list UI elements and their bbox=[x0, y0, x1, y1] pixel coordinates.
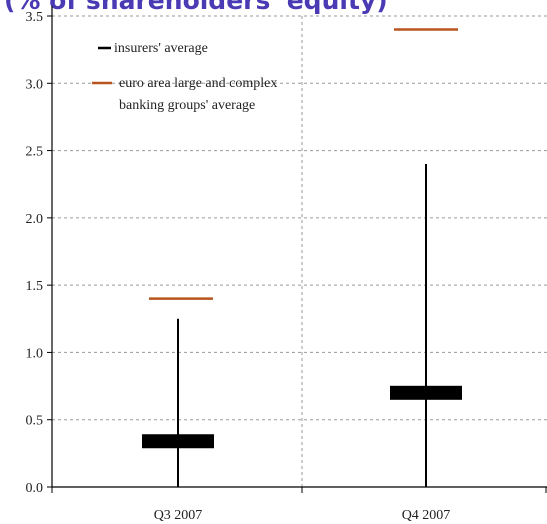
y-tick-label: 2.0 bbox=[26, 212, 44, 227]
legend-label-insurers: insurers' average bbox=[114, 41, 208, 56]
x-tick-label: Q3 2007 bbox=[154, 508, 203, 523]
y-tick-label: 3.5 bbox=[26, 10, 44, 25]
insurers-average-bar bbox=[390, 385, 462, 400]
axes: 0.0 0.5 1.0 1.5 2.0 2.5 3.0 3.5 Q3 2007 Q4 2007 bbox=[26, 6, 547, 523]
legend-label-banking: euro area large and complex banking group… bbox=[119, 76, 277, 113]
y-tick-label: 1.5 bbox=[26, 279, 44, 294]
y-tick-label: 2.5 bbox=[26, 145, 44, 160]
legend: insurers' average euro area large and com… bbox=[92, 41, 277, 113]
y-tick-label: 1.0 bbox=[26, 346, 44, 361]
y-tick-label: 0.5 bbox=[26, 414, 44, 429]
y-tick-label: 3.0 bbox=[26, 77, 44, 92]
x-tick-label: Q4 2007 bbox=[402, 508, 451, 523]
y-tick-label: 0.0 bbox=[26, 481, 44, 496]
grid-lines bbox=[52, 15, 547, 487]
chart-title: (% of shareholders' equity) bbox=[4, 0, 388, 15]
insurers-average-bar bbox=[142, 434, 214, 449]
data-marks bbox=[142, 28, 462, 487]
